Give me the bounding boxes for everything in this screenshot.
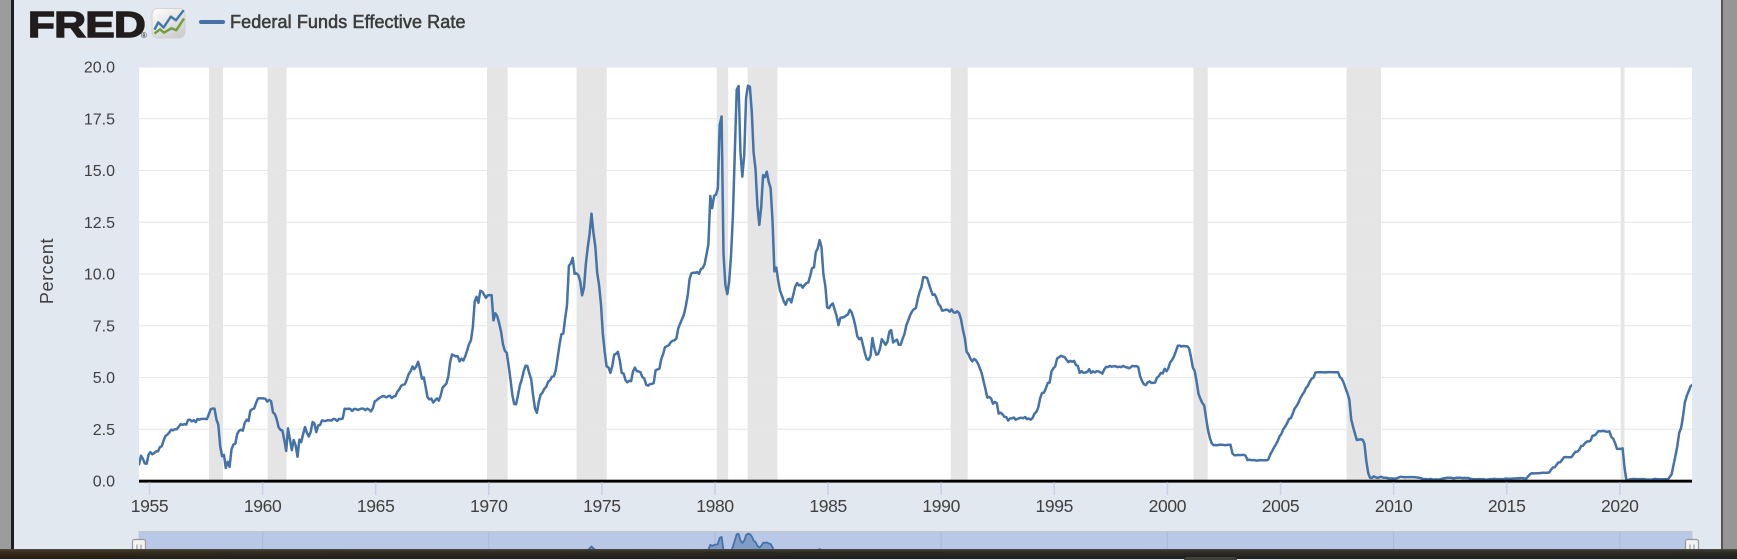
svg-text:1955: 1955 [131, 496, 169, 516]
svg-text:1995: 1995 [1036, 496, 1074, 516]
svg-text:7.5: 7.5 [93, 318, 115, 335]
svg-text:1975: 1975 [583, 496, 621, 516]
svg-text:10.0: 10.0 [84, 267, 115, 284]
svg-text:2005: 2005 [1262, 496, 1300, 516]
svg-text:2.5: 2.5 [93, 422, 115, 439]
svg-text:12.5: 12.5 [84, 215, 115, 232]
svg-text:1990: 1990 [922, 496, 960, 516]
svg-text:Percent: Percent [37, 238, 57, 304]
svg-text:1960: 1960 [244, 496, 282, 516]
svg-text:2015: 2015 [1488, 496, 1526, 516]
svg-text:20.0: 20.0 [84, 60, 115, 77]
svg-text:1980: 1980 [696, 496, 734, 516]
svg-text:2020: 2020 [1601, 496, 1639, 516]
svg-text:17.5: 17.5 [84, 111, 115, 128]
svg-text:2000: 2000 [1149, 496, 1187, 516]
svg-text:0.0: 0.0 [93, 474, 115, 491]
svg-text:5.0: 5.0 [93, 370, 115, 387]
svg-text:15.0: 15.0 [84, 163, 115, 180]
svg-text:1970: 1970 [470, 496, 508, 516]
svg-text:1965: 1965 [357, 496, 395, 516]
svg-text:2010: 2010 [1375, 496, 1413, 516]
svg-text:1985: 1985 [809, 496, 847, 516]
